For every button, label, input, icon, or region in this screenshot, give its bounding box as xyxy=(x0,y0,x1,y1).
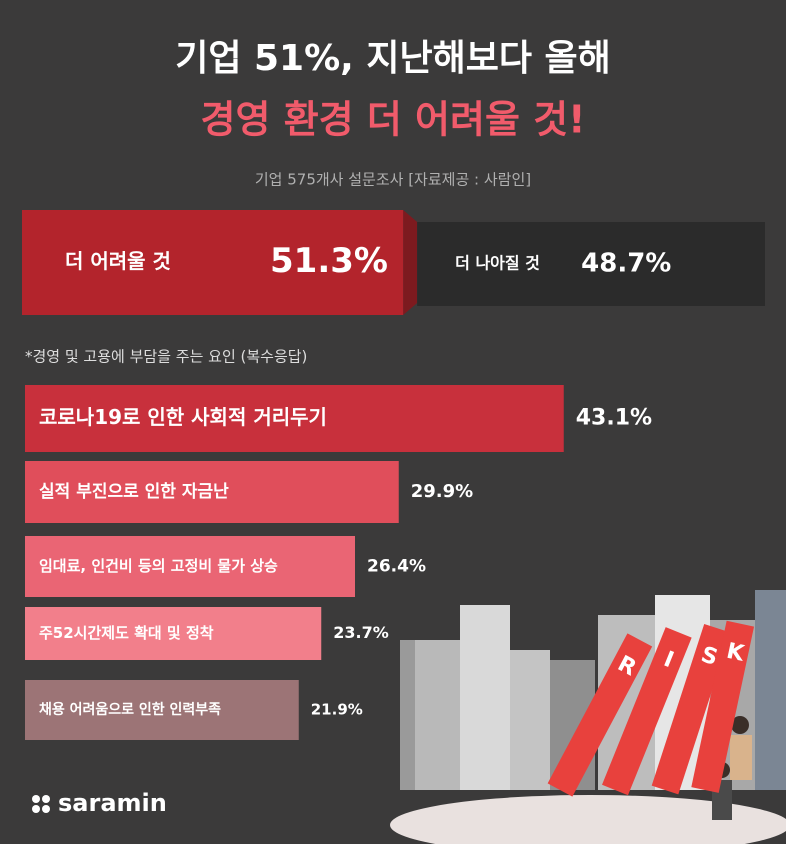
domino-block xyxy=(691,620,755,793)
bar xyxy=(25,680,299,740)
subtitle: 기업 575개사 설문조사 [자료제공 : 사람인] xyxy=(255,171,531,189)
chart-title: *경영 및 고용에 부담을 주는 요인 (복수응답) xyxy=(25,348,307,366)
bar-edge xyxy=(403,210,418,315)
title-line1: 기업 51%, 지난해보다 올해 xyxy=(175,38,611,79)
value-label: 29.9% xyxy=(411,481,473,502)
building xyxy=(415,640,460,790)
bar xyxy=(25,607,322,660)
bar xyxy=(22,210,404,315)
logo-dot xyxy=(32,795,40,803)
value-label: 43.1% xyxy=(576,406,652,431)
bar-label: 임대료, 인건비 등의 고정비 물가 상승 xyxy=(39,557,278,575)
person xyxy=(731,716,749,734)
domino-letter: S xyxy=(698,642,721,671)
value-label: 21.9% xyxy=(311,701,363,719)
person xyxy=(730,735,752,780)
logo-mark xyxy=(32,795,50,813)
bar-label: 더 어려울 것 xyxy=(65,249,171,273)
value-label: 48.7% xyxy=(581,249,671,279)
domino-block xyxy=(651,623,731,795)
logo: saramin xyxy=(58,789,167,817)
ground xyxy=(390,795,786,844)
domino: K xyxy=(691,620,755,793)
logo-dot xyxy=(42,805,50,813)
domino: R xyxy=(547,633,653,797)
bar-label: 실적 부진으로 인한 자금난 xyxy=(39,482,229,502)
bar xyxy=(25,461,399,523)
logo-dot xyxy=(42,795,50,803)
value-label: 23.7% xyxy=(333,623,389,642)
domino: I xyxy=(602,627,692,796)
logo-dot xyxy=(32,805,40,813)
title-line2: 경영 환경 더 어려울 것! xyxy=(201,98,586,142)
domino-block xyxy=(547,633,653,797)
bar xyxy=(25,536,355,597)
bar-label: 채용 어려움으로 인한 인력부족 xyxy=(39,701,221,718)
domino-letter: K xyxy=(724,639,747,667)
domino-block xyxy=(602,627,692,796)
bar xyxy=(417,222,765,306)
building xyxy=(755,590,786,790)
bar xyxy=(25,385,564,452)
bar-label: 코로나19로 인한 사회적 거리두기 xyxy=(39,405,327,429)
bar-label: 더 나아질 것 xyxy=(455,254,540,273)
domino: S xyxy=(651,623,731,795)
building xyxy=(510,650,550,790)
value-label: 51.3% xyxy=(270,241,388,281)
value-label: 26.4% xyxy=(367,557,426,577)
bar-label: 주52시간제도 확대 및 정착 xyxy=(39,624,214,642)
building xyxy=(460,605,510,790)
